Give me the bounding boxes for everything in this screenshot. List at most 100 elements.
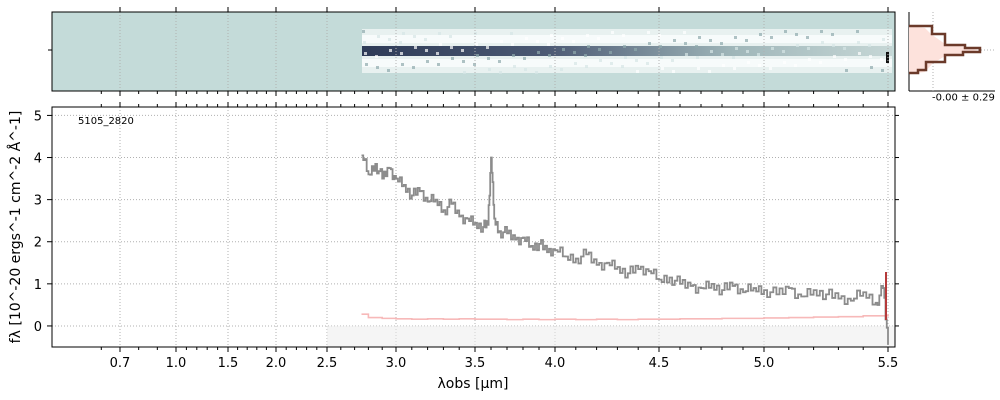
- twod-pixel: [771, 47, 774, 50]
- twod-pixel: [585, 65, 588, 68]
- twod-pixel: [844, 58, 847, 61]
- x-tick-label: 5.0: [754, 356, 775, 371]
- twod-pixel: [375, 55, 378, 58]
- twod-pixel: [697, 67, 700, 70]
- x-tick-label: 0.7: [110, 356, 131, 371]
- twod-pixel: [399, 41, 402, 44]
- x-tick-label: 4.0: [545, 356, 566, 371]
- x-tick-label: 1.0: [166, 356, 187, 371]
- twod-pixel: [537, 51, 540, 54]
- twod-pixel: [364, 52, 367, 55]
- twod-pixel: [414, 46, 417, 49]
- twod-pixel: [400, 52, 403, 55]
- twod-pixel: [660, 56, 663, 59]
- twod-pixel: [450, 46, 453, 49]
- x-tick-label: 1.5: [218, 356, 239, 371]
- twod-pixel: [745, 39, 748, 42]
- twod-pixel: [758, 64, 761, 67]
- twod-pixel: [499, 71, 502, 74]
- twod-pixel: [476, 54, 479, 57]
- twod-pixel: [599, 59, 602, 62]
- x-tick-label: 4.5: [649, 356, 670, 371]
- twod-pixel: [412, 66, 415, 69]
- y-tick-label: 3: [34, 194, 42, 209]
- twod-pixel: [500, 40, 503, 43]
- twod-pixel: [363, 41, 366, 44]
- twod-pixel: [806, 36, 809, 39]
- twod-pixel: [388, 38, 391, 41]
- twod-pixel: [413, 35, 416, 38]
- twod-trace-core: [362, 46, 892, 56]
- twod-pixel: [696, 56, 699, 59]
- twod-pixel: [648, 42, 651, 45]
- twod-pixel: [769, 67, 772, 70]
- twod-pixel: [880, 58, 883, 61]
- twod-pixel: [574, 62, 577, 65]
- twod-pixel: [784, 30, 787, 33]
- twod-pixel: [426, 60, 429, 63]
- twod-pixel: [819, 61, 822, 64]
- twod-pixel: [795, 33, 798, 36]
- x-tick-label: 2.0: [266, 356, 287, 371]
- twod-pixel: [832, 44, 835, 47]
- twod-pixel: [376, 66, 379, 69]
- twod-pixel: [365, 63, 368, 66]
- twod-pixel: [586, 34, 589, 37]
- twod-pixel: [525, 37, 528, 40]
- twod-pixel: [437, 63, 440, 66]
- twod-pixel: [881, 69, 884, 72]
- y-tick-label: 1: [34, 278, 42, 293]
- twod-upper-band: [362, 35, 892, 43]
- twod-pixel: [720, 42, 723, 45]
- twod-pixel: [401, 63, 404, 66]
- twod-pixel: [449, 35, 452, 38]
- twod-pixel: [598, 48, 601, 51]
- twod-grid: [119, 12, 889, 91]
- twod-pixel: [746, 50, 749, 53]
- y-axis-label: fλ [10^-20 ergs^-1 cm^-2 Å^-1]: [7, 111, 24, 344]
- twod-frame: [51, 11, 896, 92]
- twod-pixel: [362, 30, 365, 33]
- twod-pixel: [621, 65, 624, 68]
- twod-pixel: [735, 47, 738, 50]
- twod-pixel: [673, 39, 676, 42]
- twod-pixel: [661, 67, 664, 70]
- twod-pixel: [547, 43, 550, 46]
- twod-pixel: [438, 32, 441, 35]
- twod-pixel: [868, 44, 871, 47]
- twod-pixel: [523, 57, 526, 60]
- twod-pixel: [684, 42, 687, 45]
- twod-pixel: [424, 38, 427, 41]
- twod-pixel: [757, 53, 760, 56]
- twod-pixel: [858, 52, 861, 55]
- twod-pixel: [597, 37, 600, 40]
- twod-pixel: [562, 48, 565, 51]
- twod-pixel: [722, 64, 725, 67]
- twod-pixel: [475, 43, 478, 46]
- y-tick-label: 0: [34, 320, 42, 335]
- twod-pixel: [473, 63, 476, 66]
- y-tick-labels: 0 1 2 3 4 5: [34, 109, 42, 335]
- twod-speckle: [362, 30, 885, 74]
- twod-pixel: [377, 35, 380, 38]
- twod-pixel: [439, 43, 442, 46]
- twod-pixel: [708, 70, 711, 73]
- twod-pixel: [821, 41, 824, 44]
- twod-pixel: [856, 30, 859, 33]
- twod-pixel: [513, 65, 516, 68]
- main-spectrum-panel: 0 1 2 3 4 5 0.7 1.0 1.5 2.0 2.5 3.0 3.5 4.0 4.5 5.0 5.5…: [7, 102, 899, 392]
- main-ticks: [47, 102, 899, 352]
- twod-pixel: [635, 59, 638, 62]
- twod-pixel: [389, 49, 392, 52]
- twod-pixel: [609, 51, 612, 54]
- twod-pixel: [549, 65, 552, 68]
- twod-pixel: [759, 33, 762, 36]
- profile-panel: -0.00 ± 0.29: [908, 12, 995, 103]
- twod-pixel: [732, 56, 735, 59]
- twod-pixel: [623, 45, 626, 48]
- twod-pixel: [461, 49, 464, 52]
- twod-pixel: [734, 36, 737, 39]
- twod-pixel: [524, 68, 527, 71]
- twod-spectrum-panel: [48, 7, 896, 96]
